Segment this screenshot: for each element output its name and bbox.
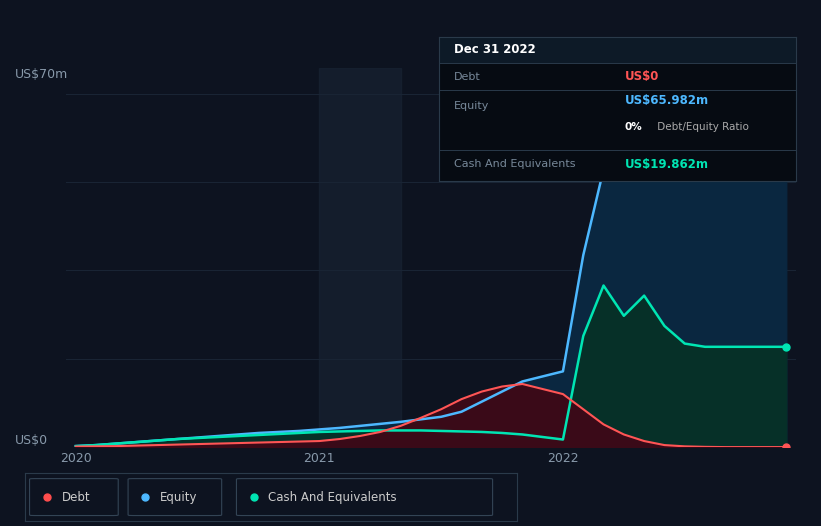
Text: Debt/Equity Ratio: Debt/Equity Ratio bbox=[654, 122, 749, 132]
Text: 0%: 0% bbox=[625, 122, 643, 132]
Text: US$70m: US$70m bbox=[15, 68, 68, 82]
Text: Dec 31 2022: Dec 31 2022 bbox=[453, 43, 535, 56]
Text: Debt: Debt bbox=[453, 72, 480, 82]
Point bbox=[780, 443, 793, 451]
Text: Equity: Equity bbox=[160, 491, 198, 503]
FancyBboxPatch shape bbox=[439, 37, 796, 63]
Text: Debt: Debt bbox=[62, 491, 90, 503]
Text: US$0: US$0 bbox=[625, 70, 659, 83]
Bar bbox=[319, 68, 401, 447]
Text: Cash And Equivalents: Cash And Equivalents bbox=[268, 491, 397, 503]
Text: Cash And Equivalents: Cash And Equivalents bbox=[453, 159, 575, 169]
Point bbox=[780, 342, 793, 351]
Point bbox=[780, 110, 793, 118]
Text: US$19.862m: US$19.862m bbox=[625, 158, 709, 170]
Text: US$0: US$0 bbox=[15, 434, 48, 447]
Text: US$65.982m: US$65.982m bbox=[625, 94, 709, 107]
Text: Equity: Equity bbox=[453, 101, 488, 112]
